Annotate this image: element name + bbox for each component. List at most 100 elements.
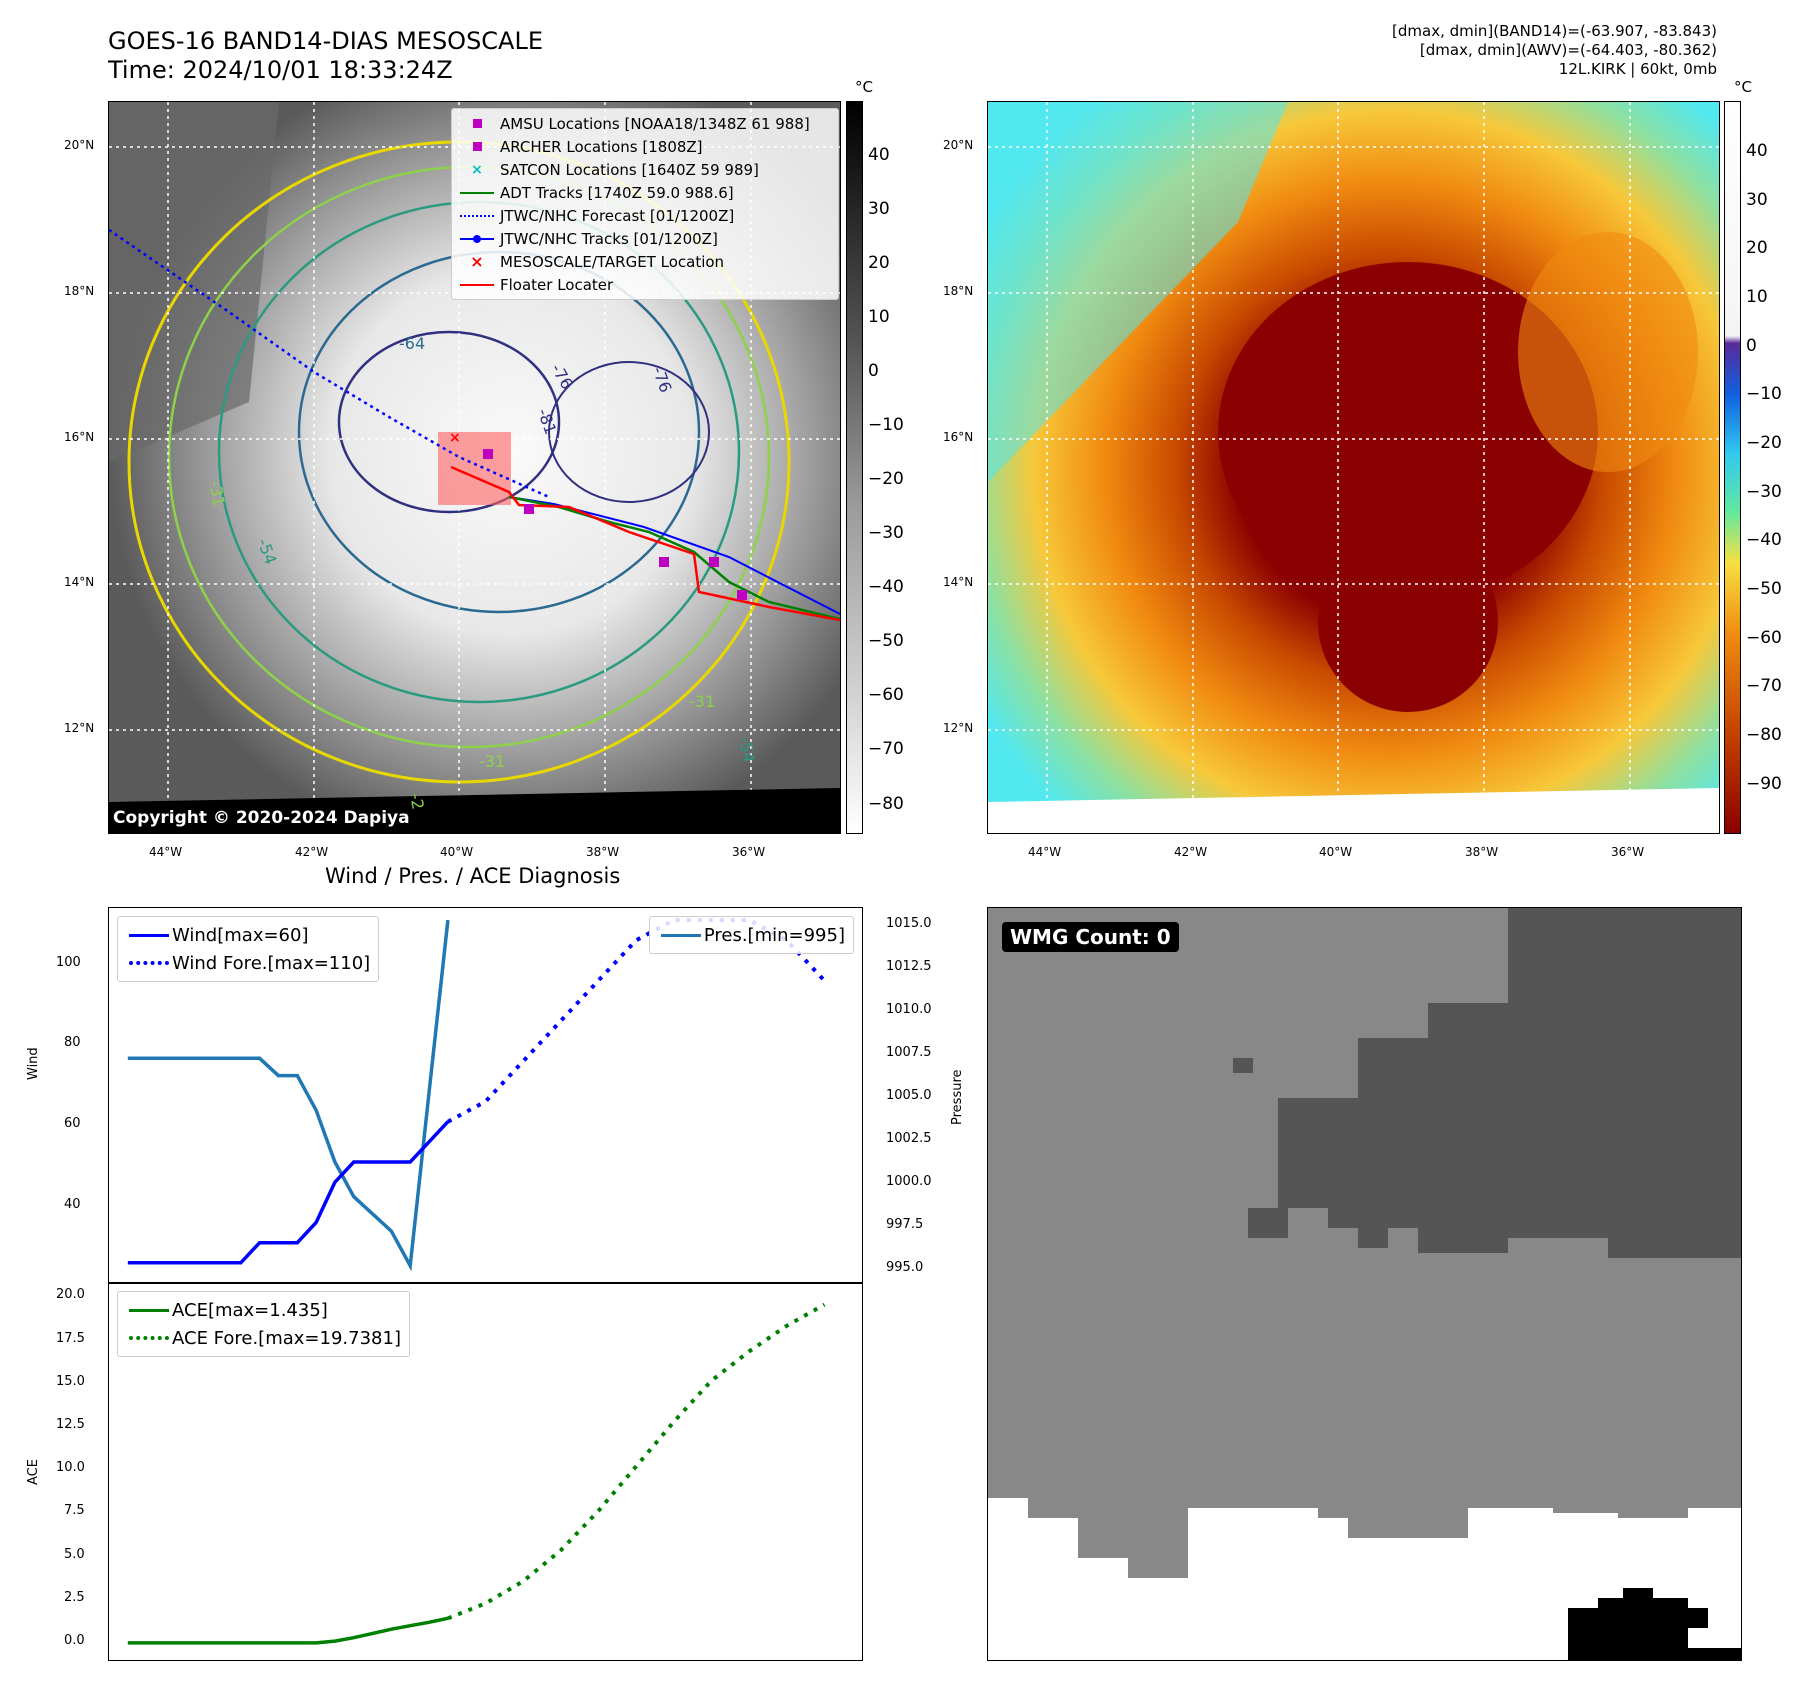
legend-item-ace: ACE[max=1.435]	[126, 1296, 401, 1324]
ace-series-line	[127, 1616, 449, 1645]
lat-tick: 12°N	[64, 721, 95, 735]
pressure-axis-tick: 1000.0	[886, 1174, 932, 1189]
dotted-line-icon	[126, 961, 172, 965]
lon-tick: 40°W	[440, 845, 474, 859]
lat-tick: 16°N	[943, 430, 974, 444]
colorbar-tick: −10	[1746, 384, 1782, 404]
colorbar-tick: 40	[868, 145, 890, 165]
line-dot-icon	[454, 234, 500, 243]
panel-title: GOES-16 BAND14-DIAS MESOSCALE Time: 2024…	[108, 27, 543, 85]
lon-tick: 36°W	[1611, 845, 1645, 859]
lat-tick: 14°N	[943, 575, 974, 589]
legend-item-archer: ARCHER Locations [1808Z]	[454, 135, 836, 158]
lat-tick: 14°N	[64, 575, 95, 589]
ace-plot-svg	[127, 1302, 826, 1645]
line-icon	[126, 1308, 172, 1312]
legend-label: ADT Tracks [1740Z 59.0 988.6]	[500, 183, 734, 202]
ace-forecast-series-line	[447, 1302, 826, 1621]
info-line-3: 12L.KIRK | 60kt, 0mb	[1558, 60, 1717, 78]
ir-map-panel[interactable]: × -64 -76 -81 -76 -31 -54 -54 -31 -31 -2…	[108, 101, 841, 834]
awv-colorbar	[1724, 101, 1741, 834]
ace-axis-tick: 20.0	[56, 1287, 85, 1302]
colorbar-tick: −50	[868, 631, 904, 651]
colorbar-tick: −10	[868, 415, 904, 435]
ace-plot-frame: ACE[max=1.435] ACE Fore.[max=19.7381]	[108, 1282, 863, 1661]
colorbar-tick: 30	[1746, 190, 1768, 210]
legend-label: Wind[max=60]	[172, 924, 309, 946]
wind-plot-frame: Wind[max=60] Wind Fore.[max=110] Pres.[m…	[108, 907, 863, 1284]
legend-label: JTWC/NHC Forecast [01/1200Z]	[500, 206, 735, 225]
legend-item-pressure: Pres.[min=995]	[658, 921, 845, 949]
pressure-axis-tick: 1010.0	[886, 1002, 932, 1017]
pressure-axis-tick: 1005.0	[886, 1088, 932, 1103]
legend-label: Pres.[min=995]	[703, 924, 845, 946]
wind-panel-title: Wind / Pres. / ACE Diagnosis	[325, 864, 621, 888]
lon-tick: 38°W	[1465, 845, 1499, 859]
stats-info: [dmax, dmin](BAND14)=(-63.907, -83.843) …	[1392, 22, 1717, 79]
lon-tick: 36°W	[732, 845, 766, 859]
legend-label: MESOSCALE/TARGET Location	[500, 252, 725, 271]
lon-tick: 44°W	[149, 845, 183, 859]
colorbar-tick: 0	[868, 361, 879, 381]
ace-axis-tick: 10.0	[56, 1460, 85, 1475]
wind-legend: Wind[max=60] Wind Fore.[max=110]	[117, 916, 380, 982]
legend-item-satcon: × SATCON Locations [1640Z 59 989]	[454, 158, 836, 181]
svg-text:×: ×	[449, 430, 461, 446]
legend-label: ARCHER Locations [1808Z]	[500, 137, 703, 156]
wind-axis-tick: 100	[56, 955, 81, 970]
line-icon	[126, 933, 172, 937]
pressure-axis-tick: 997.5	[886, 1217, 924, 1232]
pressure-axis-tick: 995.0	[886, 1260, 924, 1275]
ace-axis-tick: 5.0	[64, 1547, 85, 1562]
wind-axis-tick: 40	[64, 1197, 81, 1212]
dotted-line-icon	[126, 1336, 172, 1340]
ace-legend: ACE[max=1.435] ACE Fore.[max=19.7381]	[117, 1291, 410, 1357]
colorbar-tick: −70	[1746, 676, 1782, 696]
lon-tick: 42°W	[1174, 845, 1208, 859]
ace-axis-tick: 15.0	[56, 1374, 85, 1389]
lon-tick: 40°W	[1319, 845, 1353, 859]
lon-tick: 42°W	[295, 845, 329, 859]
legend-item-adt: ADT Tracks [1740Z 59.0 988.6]	[454, 181, 836, 204]
lat-tick: 12°N	[943, 721, 974, 735]
wind-axis-label: Wind	[26, 1047, 41, 1080]
colorbar-tick: −70	[868, 739, 904, 759]
ace-axis-tick: 17.5	[56, 1331, 85, 1346]
contour-label: -31	[479, 752, 506, 771]
colorbar-tick: −30	[1746, 482, 1782, 502]
colorbar-tick: −50	[1746, 579, 1782, 599]
x-marker-icon: ×	[471, 161, 483, 178]
legend-item-wind: Wind[max=60]	[126, 921, 370, 949]
lat-tick: 20°N	[943, 138, 974, 152]
colorbar-tick: −90	[1746, 774, 1782, 794]
legend-item-target: × MESOSCALE/TARGET Location	[454, 250, 836, 273]
colorbar-tick: −80	[1746, 725, 1782, 745]
wmg-panel[interactable]: WMG Count: 0	[987, 907, 1742, 1661]
ace-axis-label: ACE	[26, 1459, 41, 1485]
line-icon	[454, 283, 500, 286]
pressure-axis-tick: 1002.5	[886, 1131, 932, 1146]
ace-axis-tick: 0.0	[64, 1633, 85, 1648]
pressure-series-line	[127, 919, 450, 1272]
line-icon	[658, 933, 704, 937]
awv-map-panel[interactable]	[987, 101, 1720, 834]
pressure-axis-tick: 1015.0	[886, 916, 932, 931]
pressure-axis-label: Pressure	[950, 1069, 965, 1125]
ace-axis-tick: 12.5	[56, 1417, 85, 1432]
colorbar-tick: −40	[1746, 530, 1782, 550]
ace-axis-tick: 2.5	[64, 1590, 85, 1605]
legend-label: JTWC/NHC Tracks [01/1200Z]	[500, 229, 718, 248]
colorbar-tick: −20	[868, 469, 904, 489]
legend-item-wind-fore: Wind Fore.[max=110]	[126, 949, 370, 977]
title-line-2: Time: 2024/10/01 18:33:24Z	[108, 56, 453, 84]
wind-axis-tick: 80	[64, 1035, 81, 1050]
pressure-legend: Pres.[min=995]	[648, 916, 854, 954]
legend-label: Wind Fore.[max=110]	[172, 952, 371, 974]
lon-tick: 38°W	[586, 845, 620, 859]
colorbar-tick: −80	[868, 794, 904, 814]
square-marker-icon	[454, 142, 500, 151]
lon-tick: 44°W	[1028, 845, 1062, 859]
legend-label: SATCON Locations [1640Z 59 989]	[500, 160, 759, 179]
colorbar-unit: °C	[855, 78, 873, 96]
lat-tick: 18°N	[64, 284, 95, 298]
